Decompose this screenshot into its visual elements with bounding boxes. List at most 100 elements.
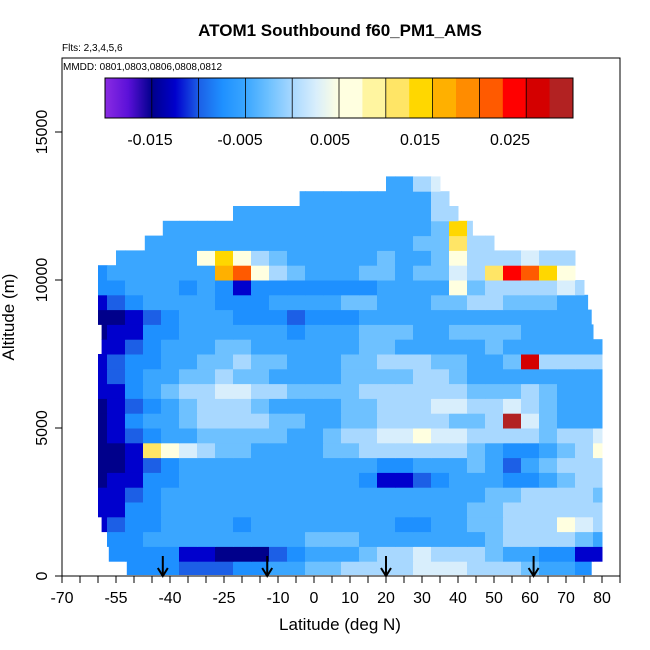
heatmap-cell xyxy=(251,487,270,503)
heatmap-cell xyxy=(251,324,270,340)
heatmap-cell xyxy=(467,502,486,518)
heatmap-cell xyxy=(467,398,486,414)
heatmap-cell xyxy=(305,220,324,237)
heatmap-cell xyxy=(341,368,360,385)
heatmap-cell xyxy=(359,398,378,414)
heatmap-cell xyxy=(98,442,108,459)
heatmap-cell xyxy=(449,354,468,370)
heatmap-cell xyxy=(467,294,486,311)
heatmap-cell xyxy=(107,398,126,414)
heatmap-cell xyxy=(233,368,252,385)
heatmap-cell xyxy=(215,531,234,547)
heatmap-cell xyxy=(485,457,504,473)
legend-swatch xyxy=(409,78,433,118)
heatmap-cell xyxy=(467,220,473,237)
heatmap-cell xyxy=(269,487,288,503)
heatmap-cell xyxy=(269,235,288,251)
heatmap-cell xyxy=(143,309,162,325)
heatmap-cell xyxy=(287,546,306,562)
heatmap-cell xyxy=(377,191,396,207)
heatmap-cell xyxy=(539,428,558,444)
heatmap-cell xyxy=(197,428,216,444)
heatmap-cell xyxy=(359,546,378,562)
heatmap-cell xyxy=(233,235,252,251)
heatmap-cell xyxy=(251,265,270,281)
legend-swatch xyxy=(526,78,550,118)
heatmap-cell xyxy=(431,457,450,473)
legend-swatch xyxy=(315,78,340,118)
heatmap-cell xyxy=(341,220,360,237)
heatmap-cell xyxy=(503,546,522,562)
heatmap-cell xyxy=(215,250,234,266)
heatmap-cell xyxy=(395,413,414,429)
heatmap-cell xyxy=(125,383,144,399)
heatmap-cell xyxy=(98,487,108,503)
heatmap-cell xyxy=(521,413,540,429)
heatmap-cell xyxy=(539,457,558,473)
heatmap-cell xyxy=(575,559,592,576)
heatmap-cell xyxy=(521,457,540,473)
heatmap-cell xyxy=(395,294,414,311)
heatmap-cell xyxy=(449,502,468,518)
legend-swatch xyxy=(549,78,574,118)
heatmap-cell xyxy=(323,383,342,399)
heatmap-cell xyxy=(143,457,162,473)
heatmap-cell xyxy=(503,368,522,385)
heatmap-cell xyxy=(125,368,144,385)
flights-subtitle: Flts: 2,3,4,5,6 xyxy=(62,43,123,54)
heatmap-cell xyxy=(341,206,360,222)
heatmap-cell xyxy=(449,472,468,488)
heatmap-cell xyxy=(143,472,162,488)
heatmap-cell xyxy=(251,502,270,518)
heatmap-cell xyxy=(503,250,522,266)
heatmap-cell xyxy=(125,487,144,503)
heatmap-cell xyxy=(359,383,378,399)
heatmap-cell xyxy=(503,324,522,340)
heatmap-cell xyxy=(395,354,414,370)
heatmap-cell xyxy=(395,457,414,473)
heatmap-cell xyxy=(449,413,468,429)
heatmap-cell xyxy=(539,339,558,355)
heatmap-cell xyxy=(305,516,324,533)
heatmap-cell xyxy=(485,516,504,533)
heatmap-cell xyxy=(467,472,486,488)
heatmap-cell xyxy=(107,368,126,385)
heatmap-cell xyxy=(125,339,144,355)
heatmap-cell xyxy=(269,398,288,414)
heatmap-cells xyxy=(98,176,603,576)
heatmap-cell xyxy=(341,487,360,503)
heatmap-cell xyxy=(215,368,234,385)
heatmap-cell xyxy=(341,472,360,488)
heatmap-cell xyxy=(233,354,252,370)
heatmap-cell xyxy=(143,294,162,311)
heatmap-cell xyxy=(575,354,594,370)
heatmap-cell xyxy=(341,442,360,459)
heatmap-cell xyxy=(413,531,432,547)
heatmap-cell xyxy=(161,472,180,488)
heatmap-cell xyxy=(323,235,342,251)
legend-tick-label: -0.005 xyxy=(217,132,262,149)
heatmap-cell xyxy=(413,442,432,459)
heatmap-cell xyxy=(179,442,198,459)
heatmap-cell xyxy=(395,442,414,459)
heatmap-cell xyxy=(179,354,198,370)
heatmap-cell xyxy=(395,531,414,547)
heatmap-cell xyxy=(593,428,603,444)
heatmap-cell xyxy=(449,294,468,311)
heatmap-cell xyxy=(449,220,468,237)
heatmap-cell xyxy=(305,235,324,251)
heatmap-cell xyxy=(269,546,288,562)
heatmap-cell xyxy=(144,235,162,251)
heatmap-cell xyxy=(359,559,378,576)
heatmap-cell xyxy=(197,442,216,459)
heatmap-cell xyxy=(269,442,288,459)
legend-swatch xyxy=(198,78,223,118)
heatmap-cell xyxy=(215,294,234,311)
heatmap-cell xyxy=(449,442,468,459)
heatmap-cell xyxy=(161,398,180,414)
x-tick-label: -25 xyxy=(212,590,235,607)
heatmap-cell xyxy=(413,294,432,311)
heatmap-cell xyxy=(287,531,306,547)
heatmap-cell xyxy=(179,502,198,518)
heatmap-cell xyxy=(215,324,234,340)
